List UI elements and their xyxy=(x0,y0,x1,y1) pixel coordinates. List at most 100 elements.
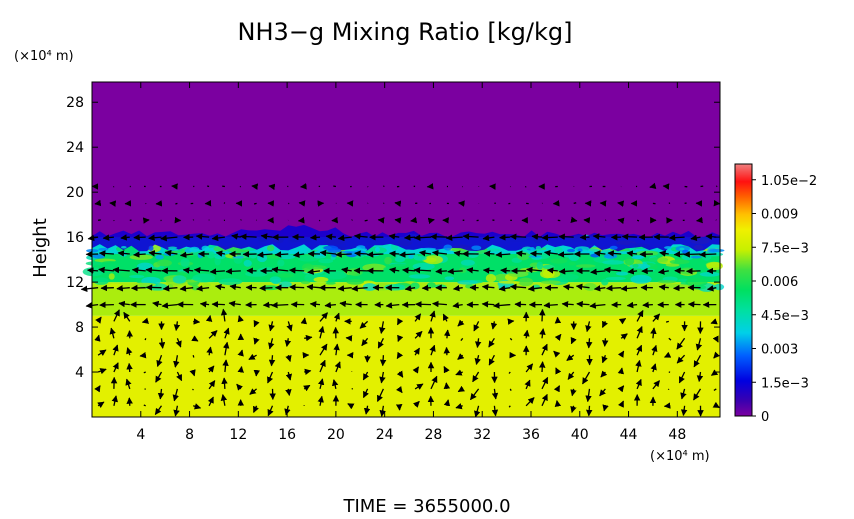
colorbar-tick-label: 0.009 xyxy=(761,208,798,223)
wind-vector xyxy=(473,405,481,418)
wind-vector xyxy=(529,250,543,257)
wind-vector xyxy=(573,202,577,205)
wind-vector xyxy=(211,301,225,308)
wind-vector xyxy=(617,385,625,393)
wind-vector xyxy=(435,267,447,275)
wind-vector xyxy=(443,382,451,390)
wind-vector xyxy=(710,318,718,325)
wind-vector xyxy=(541,393,548,407)
wind-vector xyxy=(543,301,558,309)
field-blotch xyxy=(93,277,109,285)
wind-vector xyxy=(636,325,643,339)
field-blotch xyxy=(601,278,609,286)
wind-vector xyxy=(145,266,162,274)
wind-vector xyxy=(553,385,561,393)
wind-vector xyxy=(113,309,120,322)
time-label: TIME = 3655000.0 xyxy=(342,496,510,517)
wind-vector xyxy=(189,369,196,377)
field-blotch xyxy=(108,273,115,280)
wind-vector xyxy=(430,375,438,390)
wind-vector xyxy=(102,234,114,241)
wind-vector xyxy=(414,330,423,339)
wind-vector xyxy=(214,283,226,291)
wind-vector xyxy=(541,376,549,390)
tropopause-blotch xyxy=(577,248,583,253)
field-blotch xyxy=(714,283,725,291)
wind-vector xyxy=(651,344,658,356)
wind-vector xyxy=(253,405,259,413)
wind-vector xyxy=(443,399,451,407)
wind-vector xyxy=(585,321,592,333)
wind-vector xyxy=(325,233,336,240)
wind-vector xyxy=(271,266,289,274)
wind-vector xyxy=(493,302,511,309)
wind-vector xyxy=(498,285,511,292)
tropopause-blotch xyxy=(287,250,300,254)
wind-vector xyxy=(116,285,130,292)
wind-vector xyxy=(237,315,244,323)
wind-vector xyxy=(617,217,625,225)
wind-vector xyxy=(171,183,178,190)
wind-vector xyxy=(319,249,336,257)
field-blotch xyxy=(172,275,187,284)
field-blotch xyxy=(542,264,555,269)
wind-vector xyxy=(126,362,133,373)
field-blotch xyxy=(699,271,720,277)
wind-vector xyxy=(385,302,400,309)
wind-vector xyxy=(541,343,548,356)
wind-vector xyxy=(429,310,436,322)
field-blotch xyxy=(245,271,268,277)
wind-vector xyxy=(303,384,311,392)
tropopause-blotch xyxy=(609,245,618,250)
colorbar-tick-label: 1.05e−2 xyxy=(761,174,817,189)
wind-vector xyxy=(94,199,102,207)
wind-vector xyxy=(457,385,465,393)
wind-vector xyxy=(526,266,543,274)
wind-vector xyxy=(509,233,527,240)
wind-vector xyxy=(363,405,371,415)
y-tick-label: 24 xyxy=(66,140,84,156)
wind-vector xyxy=(359,320,369,329)
wind-vector xyxy=(687,301,701,308)
wind-vector xyxy=(223,327,230,339)
field-layer-0 xyxy=(92,315,720,417)
wind-vector xyxy=(706,285,717,292)
wind-vector xyxy=(324,301,336,309)
wind-vector xyxy=(474,338,482,349)
wind-vector xyxy=(175,338,182,348)
field-blotch xyxy=(85,261,103,266)
x-tick-label: 32 xyxy=(473,427,491,443)
colorbar: 0 1.5e−3 0.003 4.5e−3 0.006 7.5e−3 0.009 1.05e−… xyxy=(734,163,817,425)
wind-vector xyxy=(222,341,230,356)
wind-vector xyxy=(412,366,420,374)
tropopause-blotch xyxy=(590,253,600,258)
wind-vector xyxy=(309,301,321,308)
wind-vector xyxy=(482,234,495,242)
wind-vector xyxy=(307,268,321,275)
tropopause-blotch xyxy=(631,255,645,260)
y-tick-label: 28 xyxy=(66,95,84,111)
wind-vector xyxy=(112,186,115,188)
wind-vector xyxy=(673,251,685,258)
wind-vector xyxy=(222,359,229,373)
wind-vector xyxy=(215,250,225,257)
wind-vector xyxy=(284,405,291,416)
wind-vector xyxy=(442,313,449,322)
field-blotch xyxy=(568,261,576,266)
wind-vector xyxy=(396,351,404,360)
wind-vector xyxy=(379,405,386,417)
wind-vector xyxy=(207,185,210,188)
wind-vector xyxy=(683,251,701,258)
wind-vector xyxy=(585,338,593,349)
x-tick-label: 36 xyxy=(522,427,540,443)
field-blotch xyxy=(630,274,652,284)
wind-vector xyxy=(693,354,702,368)
wind-vector xyxy=(361,337,369,347)
field-blotch xyxy=(225,272,248,280)
field-blotch xyxy=(217,271,230,279)
wind-vector xyxy=(412,400,420,408)
wind-vector xyxy=(605,284,622,292)
tropopause-blotch xyxy=(201,245,210,251)
wind-vector xyxy=(541,234,558,241)
wind-vector xyxy=(362,388,369,399)
